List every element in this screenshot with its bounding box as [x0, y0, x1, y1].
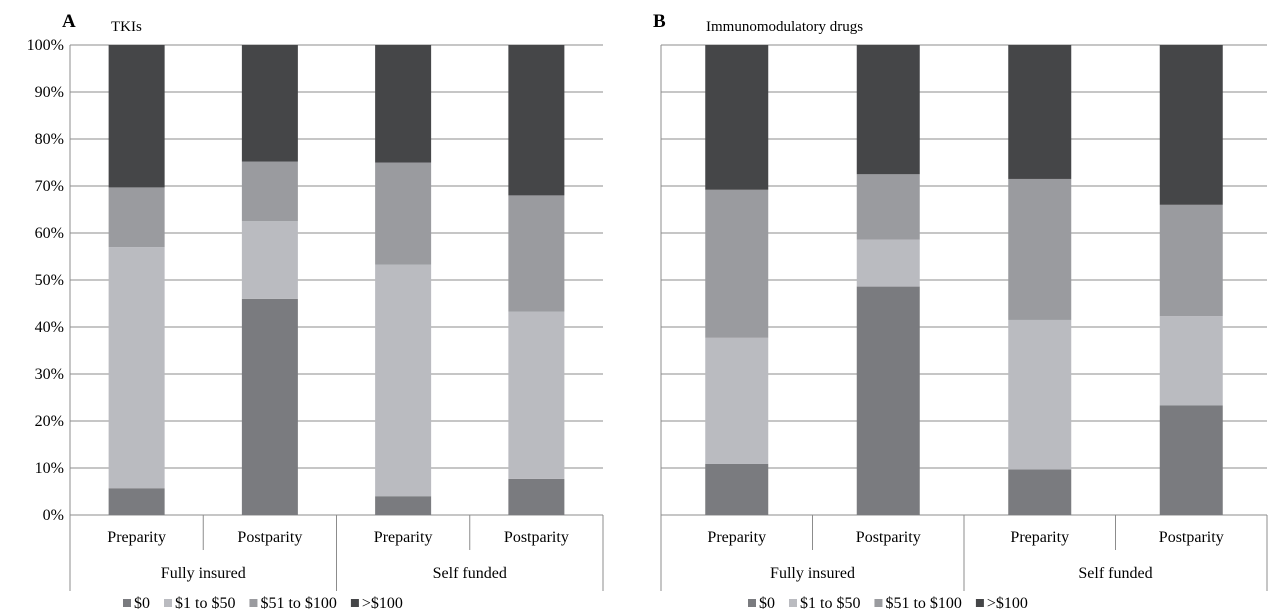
bar-segment-1-to-50 — [375, 264, 432, 497]
legend-swatch-1-to-50 — [164, 599, 172, 607]
y-tick-label: 60% — [35, 225, 64, 242]
bar-segment-over-100 — [856, 45, 920, 175]
bar-segment-zero — [241, 298, 298, 515]
y-tick-label: 10% — [35, 460, 64, 477]
group-label: Self funded — [1078, 565, 1152, 582]
bar-segment-1-to-50 — [508, 311, 565, 479]
legend-swatch-51-to-100 — [249, 599, 258, 607]
bar-segment-1-to-50 — [1159, 316, 1223, 406]
y-tick-label: 100% — [27, 37, 64, 54]
x-tick-label: Postparity — [504, 529, 569, 546]
x-tick-label: Preparity — [107, 529, 166, 546]
y-tick-label: 20% — [35, 413, 64, 430]
legend-swatch-over-100 — [350, 599, 359, 607]
legend-label-51-to-100: $51 to $100 — [885, 595, 961, 612]
y-tick-label: 70% — [35, 178, 64, 195]
legend-swatch-zero — [123, 599, 131, 607]
chart-panel-tkis: A TKIs 0% 10% 20% 30% 40% 50% 60% 70% 80% 90% 100%… — [27, 11, 604, 612]
bar-segment-over-100 — [1008, 45, 1072, 179]
bar-segment-51-to-100 — [108, 187, 165, 248]
panel-letter-b: B — [653, 11, 666, 32]
group-label: Fully insured — [770, 565, 855, 582]
x-axis-a: Preparity Postparity Preparity Postparity Fu… — [69, 45, 604, 591]
bars-b — [705, 45, 1223, 515]
bar-segment-over-100 — [108, 45, 165, 188]
y-tick-label: 40% — [35, 319, 64, 336]
y-tick-label: 80% — [35, 131, 64, 148]
x-tick-label: Preparity — [707, 529, 766, 546]
bar-segment-zero — [856, 286, 920, 515]
bar-segment-zero — [108, 488, 165, 515]
x-tick-label: Postparity — [856, 529, 921, 546]
bar-segment-zero — [375, 496, 432, 515]
chart-title-tkis: TKIs — [111, 19, 142, 35]
bar-segment-51-to-100 — [1159, 204, 1223, 317]
bar-segment-over-100 — [1159, 45, 1223, 205]
bar-segment-51-to-100 — [508, 195, 565, 312]
x-tick-label: Preparity — [374, 529, 433, 546]
x-tick-label: Preparity — [1010, 529, 1069, 546]
group-label: Self funded — [433, 565, 507, 582]
legend-label-over-100: >$100 — [362, 595, 403, 612]
legend-swatch-51-to-100 — [874, 599, 883, 607]
chart-title-immunomodulatory: Immunomodulatory drugs — [706, 19, 863, 35]
legend-label-1-to-50: $1 to $50 — [175, 595, 235, 612]
chart-panel-immunomodulatory: B Immunomodulatory drugs Preparity Postpa… — [653, 11, 1268, 612]
bar-segment-1-to-50 — [705, 337, 769, 464]
panel-letter-a: A — [62, 11, 76, 32]
bar-segment-1-to-50 — [108, 247, 165, 489]
group-label: Fully insured — [161, 565, 246, 582]
bar-segment-51-to-100 — [705, 189, 769, 338]
bar-segment-zero — [1159, 405, 1223, 515]
legend-label-51-to-100: $51 to $100 — [260, 595, 336, 612]
bar-segment-1-to-50 — [1008, 319, 1072, 470]
bar-segment-over-100 — [508, 45, 565, 196]
y-axis-ticks-a: 0% 10% 20% 30% 40% 50% 60% 70% 80% 90% 100% — [27, 37, 64, 524]
legend-swatch-zero — [748, 599, 756, 607]
legend-label-zero: $0 — [759, 595, 775, 612]
bar-segment-51-to-100 — [241, 161, 298, 222]
bar-segment-zero — [1008, 469, 1072, 515]
bar-segment-51-to-100 — [375, 162, 432, 265]
legend-label-zero: $0 — [134, 595, 150, 612]
x-axis-b: Preparity Postparity Preparity Postparity Fu… — [660, 45, 1268, 591]
bar-segment-51-to-100 — [856, 174, 920, 240]
bar-segment-1-to-50 — [856, 239, 920, 287]
bar-segment-over-100 — [241, 45, 298, 162]
bar-segment-over-100 — [375, 45, 432, 163]
legend-label-1-to-50: $1 to $50 — [800, 595, 860, 612]
y-tick-label: 0% — [43, 507, 64, 524]
bar-segment-51-to-100 — [1008, 178, 1072, 320]
bar-segment-zero — [508, 478, 565, 515]
legend-label-over-100: >$100 — [987, 595, 1028, 612]
y-tick-label: 90% — [35, 84, 64, 101]
x-tick-label: Postparity — [237, 529, 302, 546]
y-tick-label: 30% — [35, 366, 64, 383]
legend-swatch-over-100 — [975, 599, 984, 607]
legend-swatch-1-to-50 — [789, 599, 797, 607]
bar-segment-over-100 — [705, 45, 769, 190]
legend-a: $0 $1 to $50 $51 to $100 >$100 — [123, 595, 403, 612]
bar-segment-zero — [705, 463, 769, 515]
x-tick-label: Postparity — [1159, 529, 1224, 546]
y-tick-label: 50% — [35, 272, 64, 289]
bar-segment-1-to-50 — [241, 221, 298, 299]
bars-a — [108, 45, 565, 515]
legend-b: $0 $1 to $50 $51 to $100 >$100 — [748, 595, 1028, 612]
